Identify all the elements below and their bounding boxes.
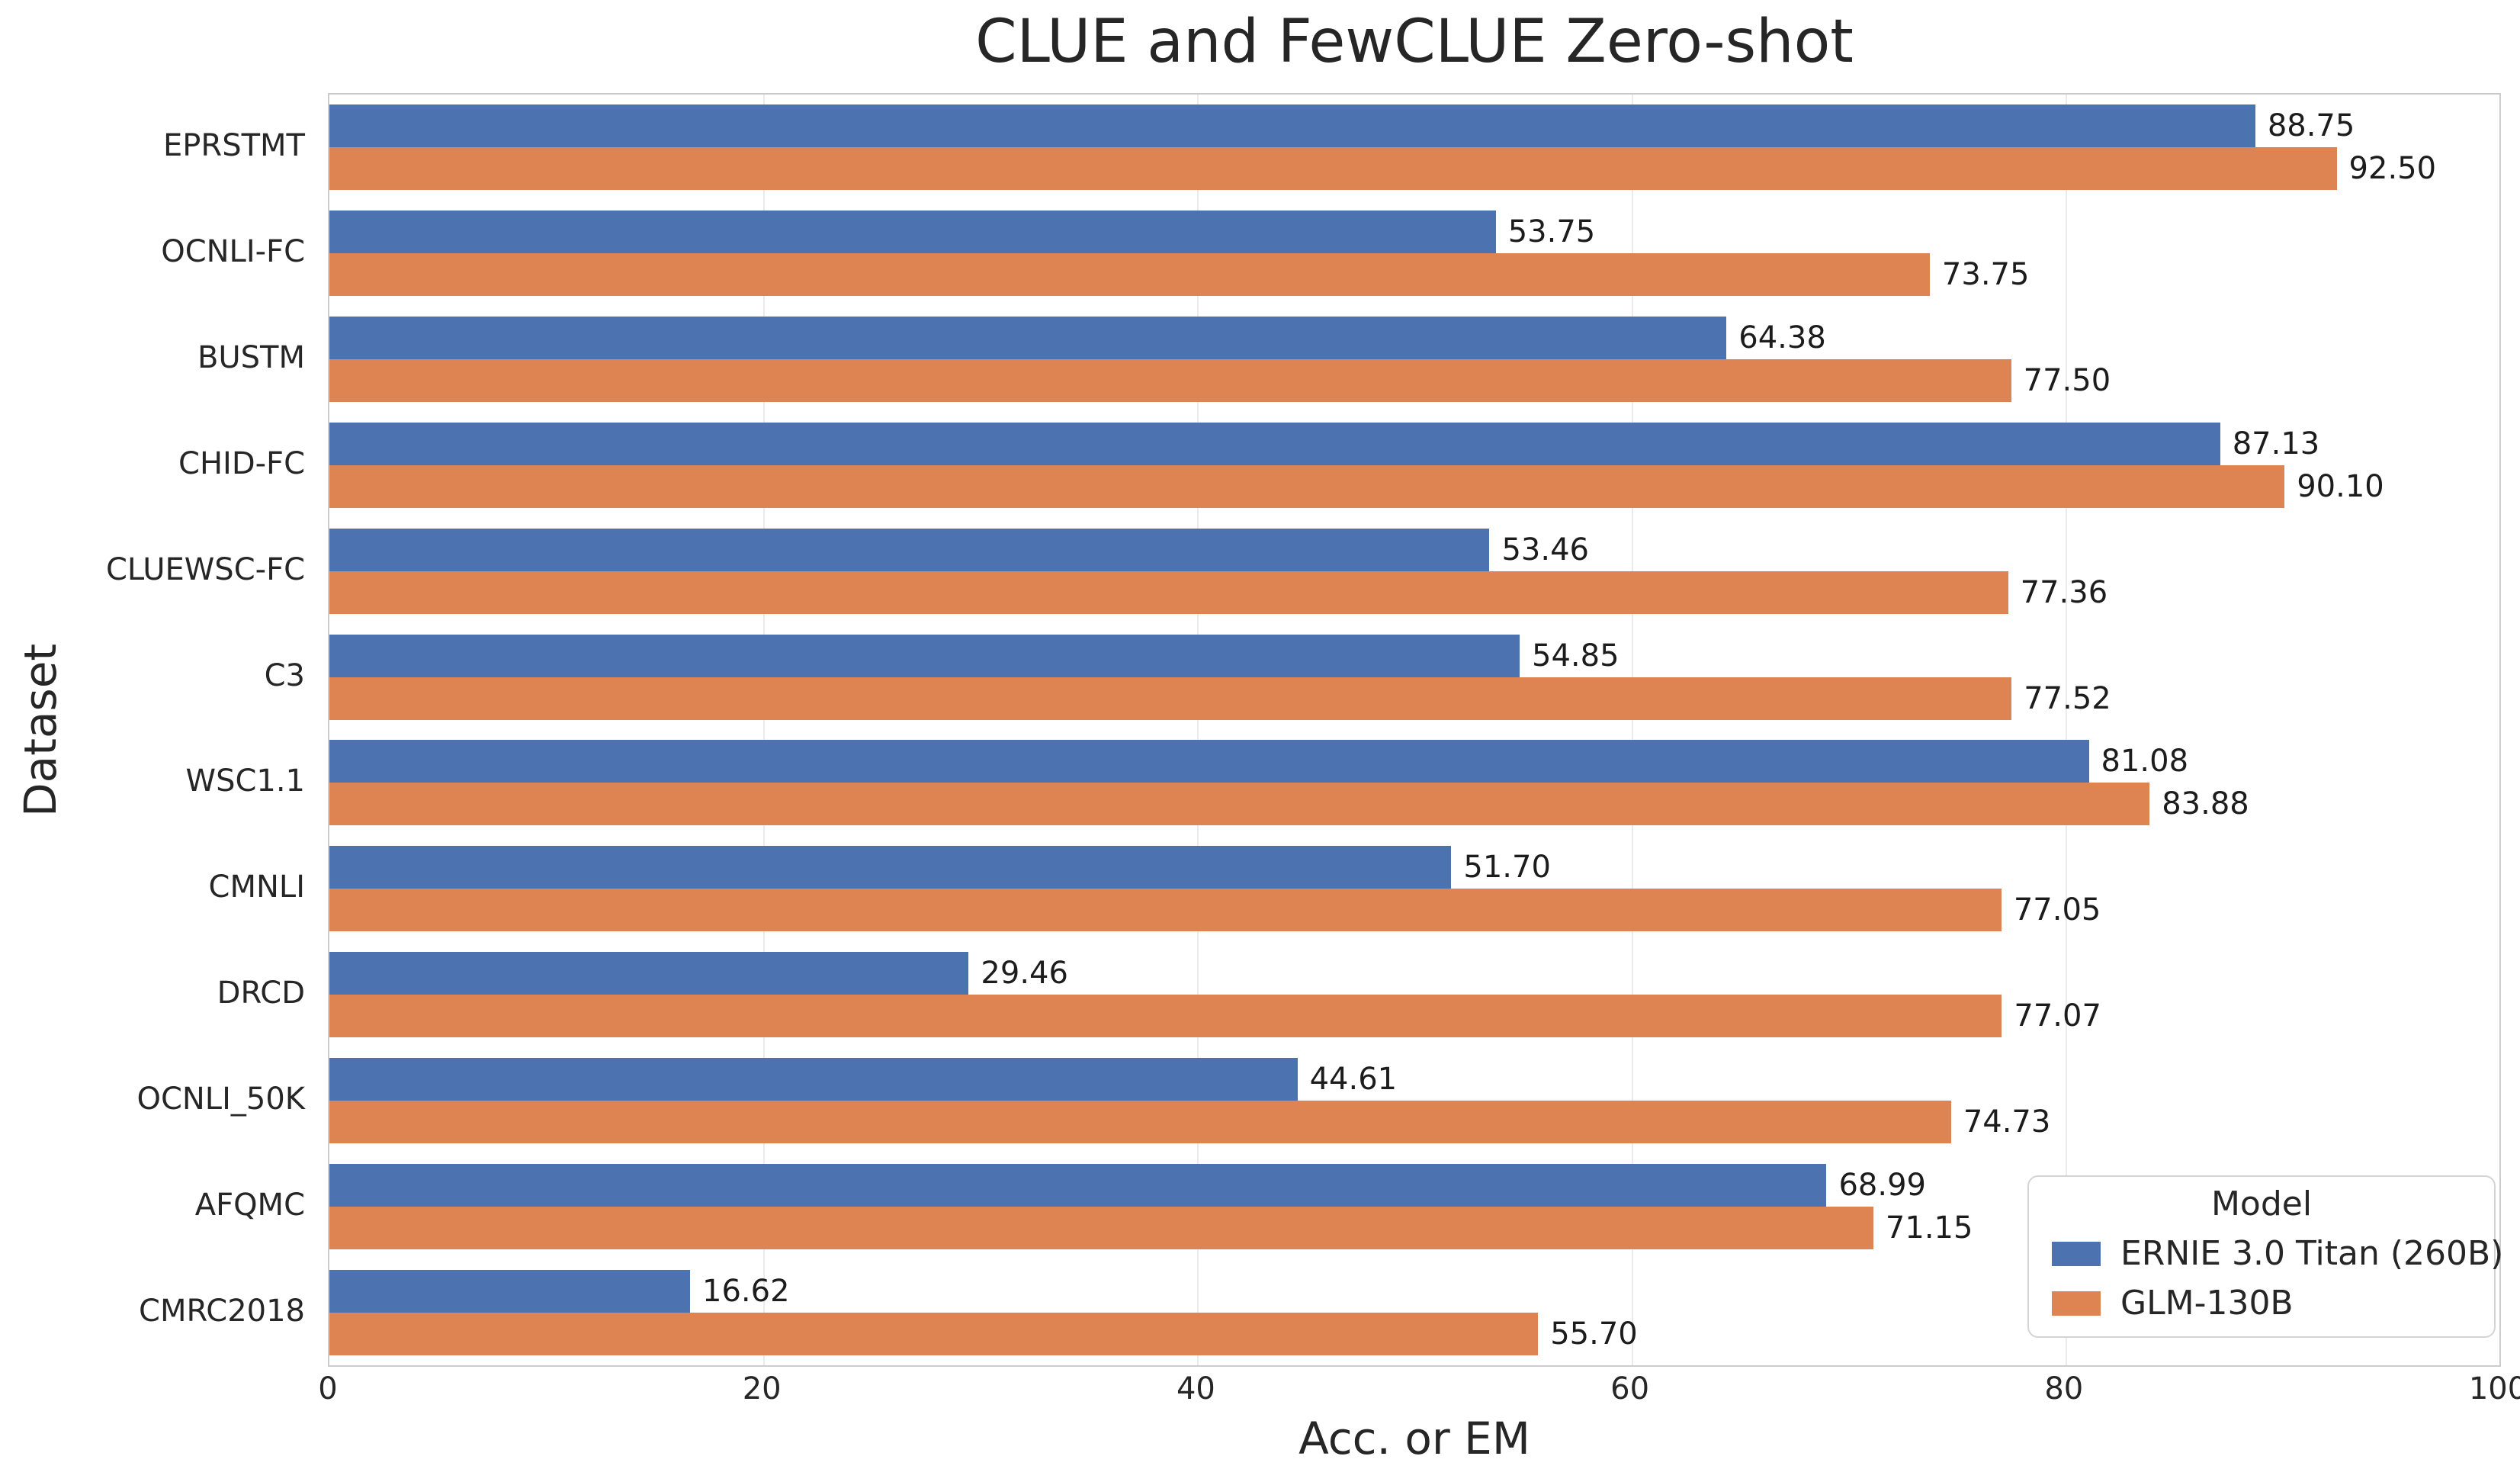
- x-tick-label-40: 40: [1176, 1371, 1215, 1406]
- legend: Model ERNIE 3.0 Titan (260B) GLM-130B: [2027, 1175, 2503, 1338]
- bar-value-label-CMNLI-glm: 77.05: [2013, 892, 2101, 928]
- bar-BUSTM-ernie: [329, 317, 1727, 360]
- legend-series-label: GLM-130B: [2120, 1284, 2294, 1323]
- bar-value-label-BUSTM-glm: 77.50: [2023, 363, 2111, 399]
- bar-AFQMC-glm: [329, 1206, 1873, 1249]
- bar-value-label-AFQMC-glm: 71.15: [1885, 1210, 1973, 1246]
- bar-EPRSTMT-glm: [329, 147, 2337, 191]
- bar-value-label-CLUEWSC-FC-ernie: 53.46: [1501, 532, 1589, 567]
- legend-row-ernie: ERNIE 3.0 Titan (260B): [2029, 1234, 2503, 1273]
- bar-OCNLI_50K-ernie: [329, 1057, 1298, 1101]
- bar-value-label-CMRC2018-ernie: 16.62: [702, 1273, 790, 1309]
- x-axis-label: Acc. or EM: [1299, 1413, 1530, 1464]
- bar-value-label-C3-glm: 77.52: [2024, 680, 2111, 716]
- y-category-label-OCNLI_50K: OCNLI_50K: [136, 1081, 305, 1117]
- bar-value-label-EPRSTMT-glm: 92.50: [2348, 151, 2437, 187]
- bar-CLUEWSC-FC-glm: [329, 571, 2008, 614]
- x-tick-label-0: 0: [318, 1371, 338, 1406]
- y-category-label-EPRSTMT: EPRSTMT: [163, 128, 305, 164]
- y-category-label-CHID-FC: CHID-FC: [178, 445, 305, 481]
- bar-DRCD-ernie: [329, 952, 969, 995]
- bar-CLUEWSC-FC-ernie: [329, 528, 1490, 571]
- x-tick-label-80: 80: [2044, 1371, 2084, 1406]
- y-category-label-WSC1.1: WSC1.1: [185, 763, 305, 799]
- chart-title: CLUE and FewCLUE Zero-shot: [975, 8, 1854, 76]
- bar-AFQMC-ernie: [329, 1163, 1827, 1207]
- legend-swatch-icon: [2052, 1241, 2101, 1266]
- y-category-label-CMRC2018: CMRC2018: [139, 1293, 305, 1329]
- bar-C3-glm: [329, 677, 2012, 720]
- y-axis-category-labels: EPRSTMT OCNLI-FC BUSTM CHID-FC CLUEWSC-FC C3 W…: [0, 93, 305, 1367]
- bar-value-label-WSC1.1-ernie: 81.08: [2101, 744, 2189, 780]
- gridline-x-40: [1197, 95, 1199, 1365]
- gridline-x-60: [1631, 95, 1633, 1365]
- gridline-x-80: [2065, 95, 2067, 1365]
- bar-value-label-CMRC2018-glm: 55.70: [1550, 1316, 1638, 1352]
- bar-value-label-OCNLI-FC-glm: 73.75: [1941, 257, 2030, 293]
- bar-value-label-CLUEWSC-FC-glm: 77.36: [2020, 574, 2108, 610]
- bar-value-label-DRCD-glm: 77.07: [2014, 998, 2101, 1034]
- bar-CHID-FC-glm: [329, 464, 2285, 508]
- bar-value-label-WSC1.1-glm: 83.88: [2162, 786, 2249, 822]
- x-axis-tick-labels: 0 20 40 60 80 100: [318, 1371, 2520, 1410]
- bar-WSC1.1-glm: [329, 783, 2150, 826]
- bar-value-label-C3-ernie: 54.85: [1532, 638, 1620, 673]
- y-category-label-CLUEWSC-FC: CLUEWSC-FC: [105, 551, 305, 587]
- bar-value-label-CHID-FC-ernie: 87.13: [2232, 426, 2320, 461]
- y-category-label-OCNLI-FC: OCNLI-FC: [161, 234, 305, 270]
- bar-OCNLI-FC-ernie: [329, 211, 1496, 254]
- plot-area: 88.75 92.50 53.75 73.75 64.38 77.50 87.13 90.10…: [328, 93, 2503, 1367]
- y-category-label-AFQMC: AFQMC: [194, 1187, 305, 1223]
- bar-C3-ernie: [329, 634, 1520, 677]
- y-category-label-BUSTM: BUSTM: [197, 340, 305, 376]
- bar-CMNLI-glm: [329, 889, 2002, 932]
- bar-CMNLI-ernie: [329, 846, 1452, 889]
- bar-CMRC2018-ernie: [329, 1269, 690, 1313]
- bar-value-label-AFQMC-ernie: 68.99: [1838, 1167, 1926, 1203]
- bar-CHID-FC-ernie: [329, 422, 2220, 465]
- bar-OCNLI_50K-glm: [329, 1100, 1951, 1143]
- x-tick-label-20: 20: [742, 1371, 782, 1406]
- bar-CMRC2018-glm: [329, 1312, 1539, 1355]
- x-tick-label-100: 100: [2468, 1371, 2520, 1406]
- bar-value-label-OCNLI_50K-ernie: 44.61: [1309, 1061, 1398, 1097]
- bar-value-label-BUSTM-ernie: 64.38: [1738, 320, 1826, 356]
- legend-row-glm: GLM-130B: [2029, 1284, 2494, 1323]
- bar-EPRSTMT-ernie: [329, 104, 2255, 148]
- bar-value-label-DRCD-ernie: 29.46: [981, 956, 1068, 992]
- legend-title: Model: [2210, 1185, 2313, 1223]
- bar-value-label-OCNLI-FC-ernie: 53.75: [1507, 214, 1596, 250]
- y-category-label-C3: C3: [264, 657, 305, 693]
- bar-value-label-OCNLI_50K-glm: 74.73: [1963, 1104, 2051, 1140]
- gridline-x-20: [763, 95, 766, 1365]
- y-category-label-DRCD: DRCD: [217, 976, 305, 1011]
- bar-BUSTM-glm: [329, 359, 2011, 403]
- x-tick-label-60: 60: [1610, 1371, 1650, 1406]
- legend-swatch-icon: [2052, 1291, 2101, 1316]
- bar-value-label-CMNLI-ernie: 51.70: [1463, 850, 1551, 886]
- bar-OCNLI-FC-glm: [329, 253, 1930, 297]
- bar-value-label-EPRSTMT-ernie: 88.75: [2267, 108, 2355, 144]
- bar-WSC1.1-ernie: [329, 740, 2089, 783]
- bar-value-label-CHID-FC-glm: 90.10: [2297, 468, 2384, 504]
- y-category-label-CMNLI: CMNLI: [208, 870, 305, 905]
- bar-DRCD-glm: [329, 995, 2002, 1038]
- legend-series-label: ERNIE 3.0 Titan (260B): [2120, 1234, 2504, 1273]
